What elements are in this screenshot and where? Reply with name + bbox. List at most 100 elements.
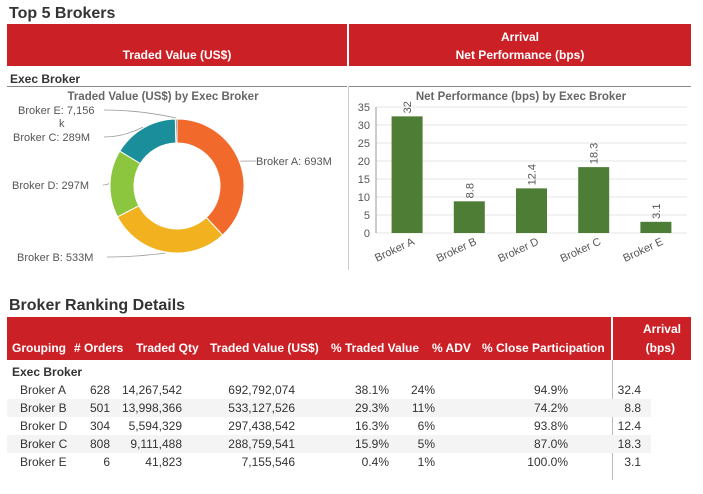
table-row: Broker E 6 41,823 7,155,546 0.4% 1% 100.… [7, 453, 651, 471]
cell-adv: 6% [417, 419, 435, 433]
arrival-col-divider [612, 360, 613, 480]
net-performance-header: Arrival Net Performance (bps) [349, 24, 691, 66]
table-group-row: Exec Broker [7, 362, 651, 381]
donut-label-broker-e: Broker E: 7,156 [18, 105, 94, 117]
x-tick-label: Broker E [621, 236, 665, 265]
bar-broker-d [516, 188, 547, 233]
x-tick-label: Broker D [496, 236, 540, 265]
donut-label-broker-b: Broker B: 533M [17, 252, 93, 264]
arrival-header-label: Arrival [500, 30, 540, 44]
col-bps: (bps) [645, 341, 675, 355]
divider-right [349, 86, 691, 87]
cell-orders: 808 [75, 435, 115, 453]
cell-orders: 304 [89, 419, 110, 433]
arrival-col-header: Arrival (bps) [613, 317, 691, 360]
net-performance-header-label: Net Performance (bps) [455, 48, 585, 62]
cell-qty: 14,267,542 [121, 383, 182, 397]
y-tick-label: 0 [364, 228, 370, 240]
exec-broker-label: Exec Broker [10, 72, 81, 86]
bar-broker-b [453, 201, 485, 233]
cell-close: 94.9% [533, 383, 568, 397]
cell-value: 533,127,526 [187, 399, 300, 417]
ranking-table: Exec Broker Broker A 628 14,267,542 692,… [7, 362, 651, 471]
cell-value: 692,792,074 [228, 383, 295, 397]
cell-pct-value: 0.4% [361, 455, 389, 469]
cell-pct-value: 16.3% [354, 419, 389, 433]
y-tick-label: 5 [364, 210, 370, 222]
table-row: Broker C 808 9,111,488 288,759,541 15.9%… [7, 435, 651, 453]
y-tick-label: 30 [358, 120, 370, 132]
cell-value: 297,438,542 [228, 419, 295, 433]
bar-chart-plot: 0 5 10 15 20 25 30 35 32 Broker A 8.8 Broker B 12.4 B… [358, 101, 687, 265]
cell-bps: 3.1 [624, 455, 641, 469]
cell-close: 74.2% [440, 399, 573, 417]
cell-close: 100.0% [527, 455, 568, 469]
donut-chart-title: Traded Value (US$) by Exec Broker [67, 91, 259, 103]
donut-leader-broker-b [106, 252, 166, 258]
donut-slices [109, 118, 245, 254]
cell-adv: 1% [417, 455, 435, 469]
y-tick-label: 35 [358, 102, 370, 114]
cell-orders: 501 [75, 399, 115, 417]
x-tick-label: Broker B [435, 236, 479, 265]
cell-adv: 24% [410, 383, 435, 397]
traded-value-header-label: Traded Value (US$) [122, 48, 232, 62]
cell-pct-value: 15.9% [300, 435, 394, 453]
cell-bps: 18.3 [573, 435, 651, 453]
traded-value-header: Traded Value (US$) [7, 24, 347, 66]
cell-orders: 628 [89, 383, 110, 397]
x-tick-label: Broker A [373, 236, 417, 265]
top-brokers-title: Top 5 Brokers [9, 5, 116, 22]
donut-chart: Traded Value (US$) by Exec Broker Broker… [12, 91, 332, 264]
y-tick-label: 20 [358, 156, 370, 168]
donut-leader-broker-d [102, 183, 110, 186]
col-orders: # Orders [74, 341, 124, 355]
cell-qty: 41,823 [145, 455, 182, 469]
table-row: Broker D 304 5,594,329 297,438,542 16.3%… [7, 417, 651, 435]
table-row: Broker A 628 14,267,542 692,792,074 38.1… [7, 381, 651, 399]
cell-grouping: Broker B [7, 399, 75, 417]
bar-broker-c [578, 167, 610, 233]
col-traded-qty: Traded Qty [136, 341, 199, 355]
cell-adv: 5% [394, 435, 440, 453]
donut-label-broker-e-suffix: k [59, 118, 65, 130]
exec-broker-group-label: Exec Broker [12, 364, 83, 379]
donut-slice-broker-b [116, 205, 224, 254]
cell-bps: 32.4 [617, 383, 641, 397]
cell-grouping: Broker E [20, 455, 67, 469]
bar-value-label: 12.4 [527, 164, 539, 185]
chart-separator [348, 86, 349, 270]
cell-pct-value: 38.1% [354, 383, 389, 397]
col-pct-traded-value: % Traded Value [331, 341, 420, 355]
donut-label-broker-a: Broker A: 693M [256, 156, 332, 168]
cell-qty: 13,998,366 [115, 399, 187, 417]
bar-broker-e [640, 221, 672, 233]
cell-grouping: Broker D [20, 419, 68, 433]
cell-close: 87.0% [440, 435, 573, 453]
cell-grouping: Broker C [7, 435, 75, 453]
col-grouping: Grouping [12, 341, 66, 355]
cell-grouping: Broker A [20, 383, 67, 397]
donut-leader-broker-c [103, 126, 144, 138]
donut-label-broker-d: Broker D: 297M [12, 180, 89, 192]
donut-slice-broker-a [176, 118, 245, 236]
cell-bps: 8.8 [573, 399, 651, 417]
col-pct-close: % Close Participation [482, 341, 605, 355]
cell-orders: 6 [103, 455, 110, 469]
bar-chart-title: Net Performance (bps) by Exec Broker [416, 91, 627, 103]
donut-slice-broker-e [174, 118, 178, 144]
y-tick-label: 25 [358, 138, 370, 150]
col-pct-adv: % ADV [432, 341, 471, 355]
cell-pct-value: 29.3% [300, 399, 394, 417]
cell-qty: 5,594,329 [128, 419, 182, 433]
y-tick-label: 10 [358, 192, 370, 204]
x-tick-label: Broker C [559, 236, 603, 265]
y-tick-label: 15 [358, 174, 370, 186]
cell-adv: 11% [394, 399, 440, 417]
bar-value-label: 18.3 [589, 143, 601, 164]
bar-value-label: 8.8 [464, 183, 476, 198]
bar-value-label: 32 [402, 101, 414, 113]
ranking-title: Broker Ranking Details [9, 297, 186, 314]
table-row: Broker B 501 13,998,366 533,127,526 29.3… [7, 399, 651, 417]
cell-close: 93.8% [533, 419, 568, 433]
